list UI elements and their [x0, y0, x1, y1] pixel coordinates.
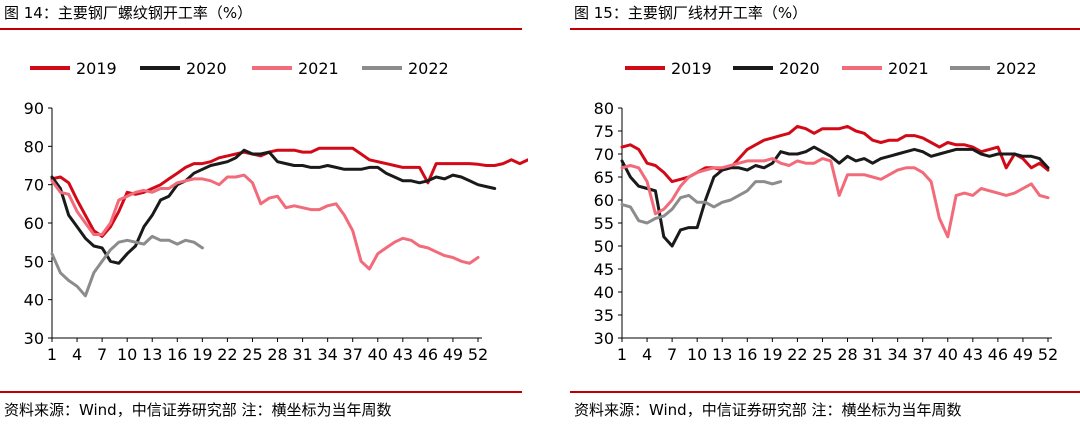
- line-chart-wire-rod-operating-rate: 30 35 40 45 50 55 60 65 70 75 80 1 4 7 10 13 16 19 22 25 28 3…: [594, 59, 1059, 364]
- y-tick-label: 60: [24, 214, 44, 233]
- x-tick-label: 7: [667, 345, 677, 364]
- series-line-2021: [50, 173, 480, 271]
- y-tick-label: 30: [24, 329, 44, 348]
- chart-panel-14: 图 14：主要钢厂螺纹钢开工率（%） 30 40 50 60 70 80 90 1 4 7 10 13…: [0, 0, 528, 430]
- x-tick-label: 25: [812, 345, 832, 364]
- y-tick-label: 40: [594, 283, 614, 302]
- x-tick-label: 46: [418, 345, 438, 364]
- line-chart-rebar-operating-rate: 30 40 50 60 70 80 90 1 4 7 10 13 16 19 22 25 28 31 34 37 40 4…: [24, 59, 528, 364]
- y-tick-label: 70: [594, 145, 614, 164]
- legend-label-2022: 2022: [996, 59, 1037, 78]
- legend-label-2021: 2021: [888, 59, 929, 78]
- y-tick-label: 90: [24, 99, 44, 118]
- y-tick-label: 75: [594, 122, 614, 141]
- series-line-2022: [50, 234, 204, 298]
- y-tick-label: 40: [24, 291, 44, 310]
- y-tick-label: 70: [24, 176, 44, 195]
- legend-label-2022: 2022: [408, 59, 449, 78]
- x-tick-label: 31: [292, 345, 312, 364]
- x-tick-label: 10: [687, 345, 707, 364]
- legend-label-2021: 2021: [298, 59, 339, 78]
- title-divider: [570, 28, 1080, 30]
- y-tick-label: 55: [594, 214, 614, 233]
- legend-label-2019: 2019: [76, 59, 117, 78]
- x-tick-label: 31: [862, 345, 882, 364]
- y-tick-label: 35: [594, 306, 614, 325]
- x-tick-label: 1: [47, 345, 57, 364]
- y-tick-label: 65: [594, 168, 614, 187]
- x-tick-label: 22: [787, 345, 807, 364]
- y-tick-label: 60: [594, 191, 614, 210]
- x-tick-label: 49: [1013, 345, 1033, 364]
- x-tick-label: 28: [837, 345, 857, 364]
- x-tick-label: 16: [167, 345, 187, 364]
- x-tick-label: 4: [72, 345, 82, 364]
- x-tick-label: 40: [368, 345, 388, 364]
- x-tick-label: 46: [988, 345, 1008, 364]
- x-tick-label: 25: [242, 345, 262, 364]
- x-tick-label: 1: [617, 345, 627, 364]
- source-label: 资料来源：Wind，中信证券研究部: [4, 401, 237, 419]
- x-tick-label: 22: [217, 345, 237, 364]
- x-tick-label: 13: [712, 345, 732, 364]
- x-tick-label: 43: [393, 345, 413, 364]
- title-divider: [0, 28, 522, 30]
- source-divider: [570, 391, 1080, 393]
- x-tick-label: 16: [737, 345, 757, 364]
- chart-title: 图 14：主要钢厂螺纹钢开工率（%）: [4, 4, 253, 22]
- chart-title: 图 15：主要钢厂线材开工率（%）: [574, 4, 808, 22]
- series-line-2020: [50, 148, 497, 265]
- x-tick-label: 43: [963, 345, 983, 364]
- x-tick-label: 37: [913, 345, 933, 364]
- axis-note: 注：横坐标为当年周数: [241, 401, 392, 419]
- series-line-2022: [620, 180, 783, 225]
- source-divider: [0, 391, 522, 393]
- series-line-2020: [620, 145, 1050, 248]
- source-note: 资料来源：Wind，中信证券研究部 注：横坐标为当年周数: [4, 399, 392, 421]
- axis-note: 注：横坐标为当年周数: [811, 401, 962, 419]
- x-tick-label: 40: [938, 345, 958, 364]
- y-tick-label: 80: [24, 137, 44, 156]
- x-tick-label: 34: [887, 345, 907, 364]
- x-tick-label: 52: [1038, 345, 1058, 364]
- y-tick-label: 45: [594, 260, 614, 279]
- x-tick-label: 37: [343, 345, 363, 364]
- legend-label-2020: 2020: [779, 59, 820, 78]
- x-tick-label: 34: [317, 345, 337, 364]
- legend-label-2020: 2020: [186, 59, 227, 78]
- x-tick-label: 49: [443, 345, 463, 364]
- x-tick-label: 4: [642, 345, 652, 364]
- x-tick-label: 7: [97, 345, 107, 364]
- x-tick-label: 13: [142, 345, 162, 364]
- x-tick-label: 52: [468, 345, 488, 364]
- source-label: 资料来源：Wind，中信证券研究部: [574, 401, 807, 419]
- x-tick-label: 19: [192, 345, 212, 364]
- y-tick-label: 50: [594, 237, 614, 256]
- y-tick-label: 80: [594, 99, 614, 118]
- series-line-2019: [50, 146, 528, 238]
- y-tick-label: 30: [594, 329, 614, 348]
- source-note: 资料来源：Wind，中信证券研究部 注：横坐标为当年周数: [574, 399, 962, 421]
- x-tick-label: 10: [117, 345, 137, 364]
- chart-panel-15: 图 15：主要钢厂线材开工率（%） 30 35 40 45 50 55 60 65 70 75 80…: [570, 0, 1080, 430]
- series-line-2021: [620, 157, 1050, 239]
- x-tick-label: 19: [762, 345, 782, 364]
- legend-label-2019: 2019: [671, 59, 712, 78]
- y-tick-label: 50: [24, 252, 44, 271]
- x-tick-label: 28: [267, 345, 287, 364]
